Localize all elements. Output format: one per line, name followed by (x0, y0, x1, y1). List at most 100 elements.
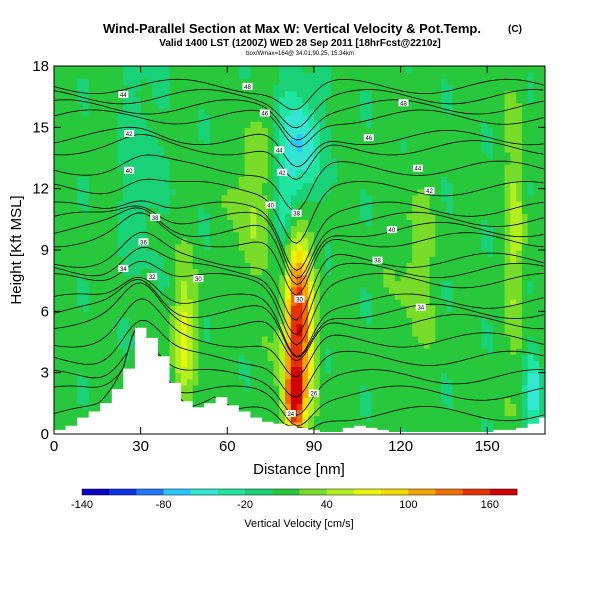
field-cell (429, 170, 436, 177)
field-cell (435, 366, 442, 374)
field-cell (481, 378, 488, 386)
field-cell (256, 78, 263, 85)
field-cell (423, 108, 431, 116)
field-cell (71, 84, 78, 92)
field-cell (59, 366, 67, 374)
field-cell (111, 115, 119, 122)
field-cell (504, 176, 511, 184)
field-cell (71, 409, 78, 417)
field-cell (71, 421, 78, 429)
field-cell (290, 378, 298, 386)
field-cell (82, 78, 90, 85)
field-cell (377, 90, 384, 98)
field-cell (325, 78, 332, 85)
field-cell (383, 219, 390, 227)
field-cell (105, 274, 113, 282)
field-cell (516, 299, 523, 306)
field-cell (464, 243, 471, 251)
field-cell (186, 219, 194, 227)
field-cell (267, 378, 275, 386)
field-cell (481, 323, 488, 331)
field-cell (88, 108, 96, 116)
field-cell (337, 145, 344, 153)
field-cell (204, 250, 211, 257)
field-cell (244, 127, 251, 135)
field-cell (516, 78, 523, 85)
field-cell (169, 348, 176, 355)
field-cell (325, 90, 332, 98)
field-cell (279, 335, 286, 343)
field-cell (65, 188, 72, 196)
field-cell (94, 262, 101, 269)
field-cell (54, 90, 61, 98)
field-cell (394, 121, 402, 128)
field-cell (365, 121, 373, 128)
field-cell (319, 182, 327, 190)
field-cell (429, 200, 436, 208)
field-cell (348, 415, 355, 423)
field-cell (111, 274, 119, 282)
field-cell (365, 415, 373, 423)
field-cell (441, 200, 448, 208)
field-cell (493, 225, 500, 233)
field-cell (296, 194, 303, 202)
field-cell (302, 286, 309, 294)
field-cell (389, 384, 396, 392)
field-cell (325, 348, 332, 355)
field-cell (238, 90, 246, 98)
field-cell (469, 176, 477, 184)
field-cell (261, 329, 269, 337)
field-cell (186, 335, 194, 343)
field-cell (105, 207, 113, 214)
field-column (65, 66, 72, 434)
field-cell (406, 286, 413, 294)
field-cell (521, 170, 529, 177)
field-cell (406, 188, 413, 196)
field-cell (215, 250, 223, 257)
field-cell (105, 299, 113, 306)
field-cell (464, 102, 471, 110)
field-cell (348, 108, 355, 116)
field-cell (458, 133, 465, 141)
field-cell (377, 96, 384, 104)
field-cell (441, 311, 448, 319)
field-cell (261, 164, 269, 171)
field-cell (521, 200, 529, 208)
field-cell (412, 256, 419, 263)
field-cell (82, 268, 90, 276)
field-cell (521, 133, 529, 141)
field-cell (383, 348, 390, 355)
field-cell (337, 305, 344, 312)
field-cell (400, 360, 407, 368)
field-cell (244, 354, 251, 361)
field-cell (342, 299, 350, 306)
field-cell (458, 90, 465, 98)
field-cell (233, 348, 240, 355)
field-cell (290, 311, 298, 319)
field-cell (65, 348, 72, 355)
field-cell (446, 243, 454, 251)
field-cell (354, 311, 361, 319)
field-cell (510, 108, 517, 116)
field-cell (88, 225, 96, 233)
field-cell (169, 200, 176, 208)
field-cell (71, 403, 78, 411)
field-cell (233, 323, 240, 331)
field-cell (510, 250, 517, 257)
field-cell (296, 280, 303, 288)
field-cell (400, 268, 407, 276)
field-cell (521, 378, 529, 386)
field-cell (458, 151, 465, 159)
field-cell (481, 231, 488, 239)
field-cell (337, 397, 344, 404)
field-cell (441, 384, 448, 392)
field-cell (221, 231, 228, 239)
field-cell (371, 243, 379, 251)
field-cell (319, 421, 327, 429)
field-cell (313, 225, 321, 233)
field-cell (441, 354, 448, 361)
field-cell (354, 164, 361, 171)
field-cell (498, 391, 506, 398)
field-cell (285, 237, 292, 245)
field-cell (475, 372, 483, 380)
